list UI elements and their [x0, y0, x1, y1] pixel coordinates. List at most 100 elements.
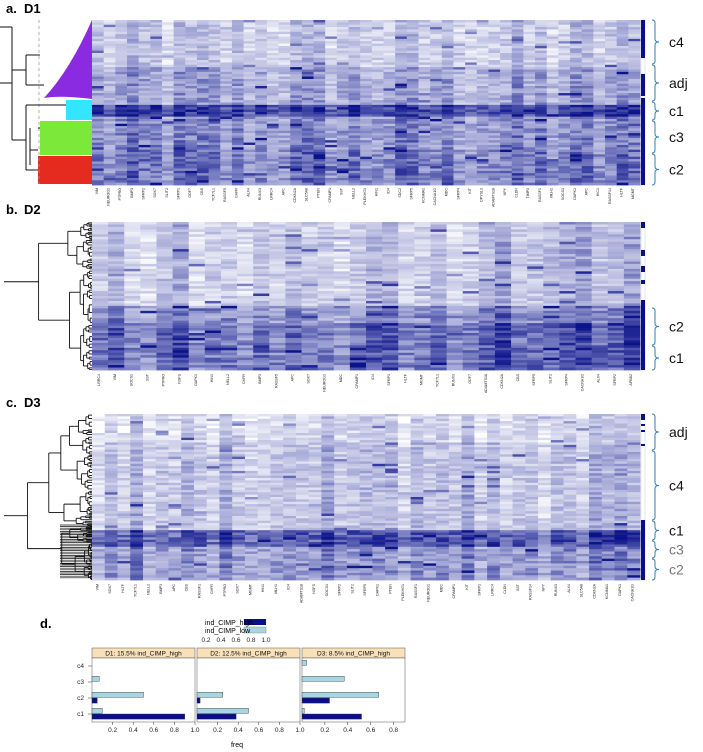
heatmap-cell	[476, 90, 489, 94]
heatmap-cell	[527, 320, 544, 324]
heatmap-cell	[430, 182, 443, 186]
heatmap-cell	[220, 100, 233, 103]
heatmap-cell	[581, 60, 594, 63]
heatmap-cell	[301, 249, 319, 252]
heatmap-cell	[366, 283, 383, 287]
heatmap-cell	[581, 154, 594, 158]
heatmap-cell	[616, 147, 629, 151]
heatmap-cell	[453, 57, 466, 61]
heatmap-cell	[527, 226, 544, 230]
heatmap-cell	[278, 166, 291, 169]
heatmap-cell	[605, 20, 618, 23]
heatmap-cell	[430, 83, 443, 87]
heatmap-cell	[161, 135, 175, 139]
heatmap-cell	[559, 308, 576, 312]
heatmap-cell	[285, 236, 302, 240]
heatmap-cell	[523, 147, 536, 151]
heatmap-cell	[301, 273, 319, 277]
heatmap-cell	[208, 154, 221, 158]
heatmap-cell	[527, 291, 544, 294]
heatmap-cell	[418, 126, 431, 129]
heatmap-cell	[255, 74, 268, 77]
heatmap-cell	[591, 226, 609, 230]
heatmap-cell	[488, 24, 501, 28]
heatmap-cell	[418, 95, 431, 99]
heatmap-cell	[398, 229, 415, 233]
heatmap-cell	[103, 55, 116, 59]
heatmap-cell	[253, 305, 270, 309]
heatmap-cell	[593, 137, 606, 141]
heatmap-cell	[290, 81, 303, 85]
heatmap-cell	[290, 60, 303, 63]
heatmap-cell	[138, 41, 151, 44]
heatmap-cell	[395, 57, 408, 61]
heatmap-cell	[290, 50, 303, 54]
heatmap-cell	[126, 156, 140, 160]
heatmap-cell	[92, 135, 105, 139]
heatmap-cell	[208, 166, 221, 169]
heatmap-cell	[543, 318, 560, 322]
heatmap-cell	[220, 121, 233, 125]
heatmap-cell	[511, 119, 524, 122]
heatmap-cell	[570, 182, 583, 186]
heatmap-cell	[208, 111, 221, 115]
heatmap-cell	[208, 74, 221, 77]
heatmap-cell	[253, 286, 270, 289]
heatmap-cell	[558, 170, 571, 174]
heatmap-cell	[383, 86, 396, 89]
heatmap-cell	[441, 140, 454, 143]
heatmap-cell	[371, 177, 384, 181]
heatmap-cell	[185, 31, 198, 35]
heatmap-cell	[605, 71, 618, 75]
heatmap-cell	[196, 135, 209, 139]
heatmap-cell	[336, 130, 349, 134]
heatmap-cell	[446, 266, 464, 270]
heatmap-cell	[173, 159, 186, 162]
heatmap-cell	[92, 74, 105, 77]
heatmap-cell	[581, 133, 594, 136]
heatmap-cell	[446, 251, 464, 255]
heatmap-cell	[348, 173, 361, 176]
heatmap-cell	[558, 159, 571, 162]
heatmap-cell	[92, 95, 105, 99]
heatmap-cell	[317, 222, 335, 225]
heatmap-cell	[237, 234, 254, 238]
heatmap-cell	[494, 318, 512, 322]
heatmap-cell	[103, 170, 116, 174]
heatmap-cell	[126, 175, 140, 179]
heatmap-cell	[185, 166, 198, 169]
heatmap-cell	[360, 116, 373, 120]
marker-label: NELL2	[351, 188, 355, 199]
heatmap-cell	[383, 154, 396, 158]
heatmap-cell	[208, 163, 221, 167]
heatmap-cell	[441, 102, 454, 106]
heatmap-cell	[220, 259, 238, 262]
heatmap-cell	[371, 182, 384, 186]
heatmap-cell	[161, 90, 175, 94]
heatmap-cell	[172, 298, 190, 302]
heatmap-cell	[591, 271, 609, 275]
heatmap-cell	[185, 22, 198, 26]
heatmap-cell	[360, 107, 373, 110]
heatmap-cell	[161, 64, 175, 68]
heatmap-cell	[115, 93, 128, 96]
heatmap-cell	[325, 114, 338, 118]
heatmap-cell	[150, 119, 163, 122]
heatmap-cell	[465, 156, 478, 160]
heatmap-cell	[527, 323, 544, 326]
heatmap-cell	[360, 76, 373, 80]
heatmap-cell	[605, 107, 618, 110]
heatmap-cell	[115, 133, 128, 136]
heatmap-cell	[336, 152, 349, 155]
heatmap-cell	[161, 45, 175, 49]
heatmap-cell	[255, 71, 268, 75]
heatmap-cell	[591, 231, 609, 235]
heatmap-cell	[581, 55, 594, 59]
heatmap-cell	[285, 315, 302, 319]
heatmap-cell	[478, 239, 496, 243]
heatmap-cell	[92, 133, 105, 136]
heatmap-cell	[204, 320, 222, 324]
heatmap-cell	[559, 263, 576, 267]
heatmap-cell	[581, 69, 594, 73]
heatmap-cell	[285, 231, 302, 235]
